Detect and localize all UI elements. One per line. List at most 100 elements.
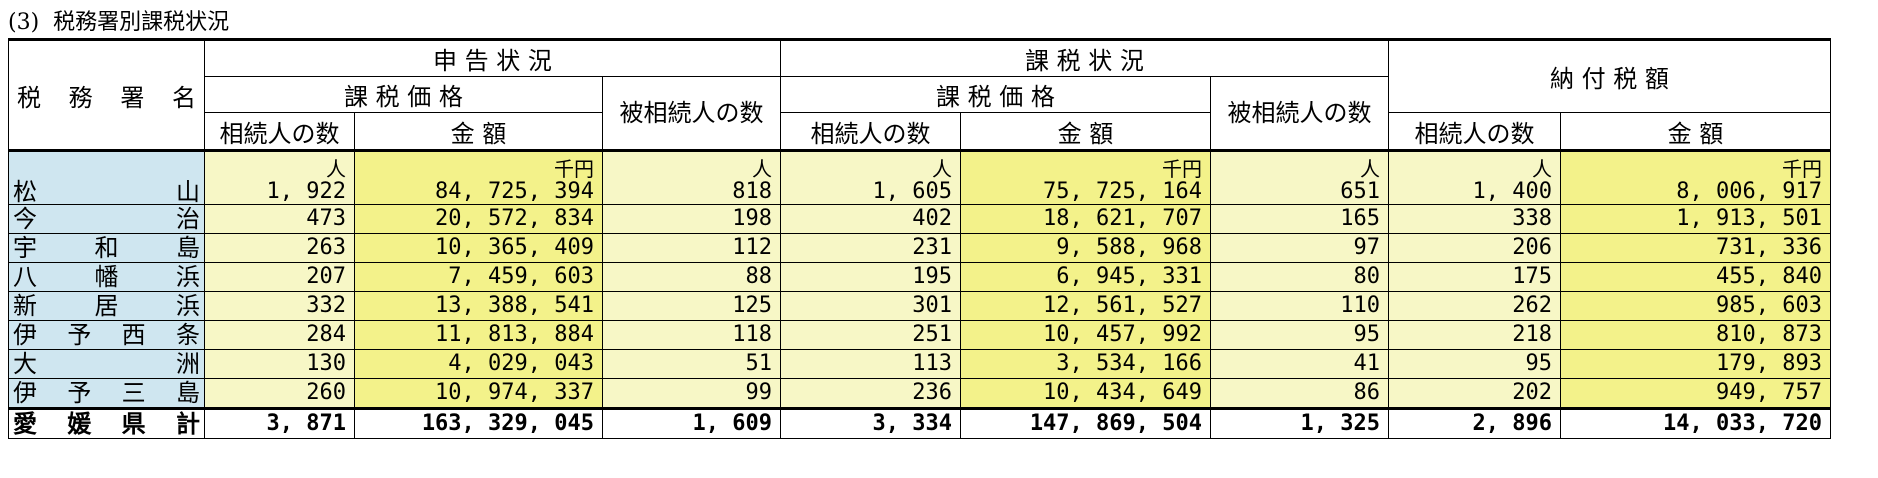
cell: 7, 459, 603 bbox=[354, 262, 603, 292]
office-name: 宇 和 島 bbox=[8, 233, 205, 263]
office-name: 大 洲 bbox=[8, 349, 205, 379]
cell: 20, 572, 834 bbox=[354, 204, 603, 234]
cell: 455, 840 bbox=[1560, 262, 1831, 292]
office-name: 伊 予 三 島 bbox=[8, 378, 205, 409]
unit-label: 人 bbox=[932, 157, 952, 181]
cell: 84, 725, 394 bbox=[435, 179, 594, 204]
taxation-decedents-header: 被相続人の数 bbox=[1210, 76, 1389, 151]
cell: 262 bbox=[1388, 291, 1561, 321]
unit-label: 人 bbox=[1360, 157, 1380, 181]
declaration-decedents-header: 被相続人の数 bbox=[602, 76, 781, 151]
taxation-amount-header: 金 額 bbox=[960, 112, 1211, 151]
caption-title: 税務署別課税状況 bbox=[53, 10, 230, 35]
total-label: 愛 媛 県 計 bbox=[8, 407, 205, 439]
declaration-heirs-header: 相続人の数 bbox=[204, 112, 355, 151]
cell: 6, 945, 331 bbox=[960, 262, 1211, 292]
cell: 473 bbox=[204, 204, 355, 234]
tax-status-table: 税 務 署 名 申 告 状 況 課 税 状 況 納 付 税 額 課 税 価 格 … bbox=[8, 38, 1831, 439]
cell: 51 bbox=[602, 349, 781, 379]
cell: 206 bbox=[1388, 233, 1561, 263]
cell: 2, 896 bbox=[1388, 407, 1561, 439]
cell: 731, 336 bbox=[1560, 233, 1831, 263]
cell: 231 bbox=[780, 233, 961, 263]
cell: 18, 621, 707 bbox=[960, 204, 1211, 234]
caption-number: (3) bbox=[8, 10, 40, 35]
cell: 236 bbox=[780, 378, 961, 409]
cell: 10, 457, 992 bbox=[960, 320, 1211, 350]
declaration-group-header: 申 告 状 況 bbox=[204, 38, 781, 77]
cell: 202 bbox=[1388, 378, 1561, 409]
cell: 175 bbox=[1388, 262, 1561, 292]
cell: 195 bbox=[780, 262, 961, 292]
office-name: 八 幡 浜 bbox=[8, 262, 205, 292]
cell: 14, 033, 720 bbox=[1560, 407, 1831, 439]
cell: 1, 922 bbox=[266, 179, 346, 204]
table-row: 八 幡 浜 207 7, 459, 603 88 195 6, 945, 331… bbox=[8, 262, 1831, 292]
cell: 1, 605 bbox=[872, 179, 952, 204]
cell: 251 bbox=[780, 320, 961, 350]
cell: 110 bbox=[1210, 291, 1389, 321]
cell: 4, 029, 043 bbox=[354, 349, 603, 379]
cell: 95 bbox=[1210, 320, 1389, 350]
table-caption: (3) 税務署別課税状況 bbox=[8, 10, 229, 36]
cell: 88 bbox=[602, 262, 781, 292]
cell: 338 bbox=[1388, 204, 1561, 234]
cell: 86 bbox=[1210, 378, 1389, 409]
payment-heirs-header: 相続人の数 bbox=[1388, 112, 1561, 151]
cell: 651 bbox=[1340, 179, 1380, 204]
taxation-group-header: 課 税 状 況 bbox=[780, 38, 1389, 77]
cell: 332 bbox=[204, 291, 355, 321]
cell: 9, 588, 968 bbox=[960, 233, 1211, 263]
cell: 147, 869, 504 bbox=[960, 407, 1211, 439]
unit-label: 千円 bbox=[1162, 157, 1202, 181]
cell: 263 bbox=[204, 233, 355, 263]
cell: 75, 725, 164 bbox=[1043, 179, 1202, 204]
table-row: 大 洲 130 4, 029, 043 51 113 3, 534, 166 4… bbox=[8, 349, 1831, 379]
declaration-taxable-value-header: 課 税 価 格 bbox=[204, 76, 603, 113]
cell: 198 bbox=[602, 204, 781, 234]
cell: 301 bbox=[780, 291, 961, 321]
table-row: 新 居 浜 332 13, 388, 541 125 301 12, 561, … bbox=[8, 291, 1831, 321]
cell: 218 bbox=[1388, 320, 1561, 350]
cell: 8, 006, 917 bbox=[1676, 179, 1822, 204]
taxation-taxable-value-header: 課 税 価 格 bbox=[780, 76, 1211, 113]
cell: 1, 609 bbox=[602, 407, 781, 439]
office-name: 伊 予 西 条 bbox=[8, 320, 205, 350]
table-row: 伊 予 西 条 284 11, 813, 884 118 251 10, 457… bbox=[8, 320, 1831, 350]
cell: 818 bbox=[732, 179, 772, 204]
unit-label: 人 bbox=[752, 157, 772, 181]
cell: 3, 334 bbox=[780, 407, 961, 439]
table-row: 宇 和 島 263 10, 365, 409 112 231 9, 588, 9… bbox=[8, 233, 1831, 263]
cell: 11, 813, 884 bbox=[354, 320, 603, 350]
cell: 118 bbox=[602, 320, 781, 350]
cell: 284 bbox=[204, 320, 355, 350]
taxation-heirs-header: 相続人の数 bbox=[780, 112, 961, 151]
cell: 163, 329, 045 bbox=[354, 407, 603, 439]
office-name: 新 居 浜 bbox=[8, 291, 205, 321]
cell: 12, 561, 527 bbox=[960, 291, 1211, 321]
cell: 99 bbox=[602, 378, 781, 409]
cell: 10, 365, 409 bbox=[354, 233, 603, 263]
cell: 1, 325 bbox=[1210, 407, 1389, 439]
unit-label: 人 bbox=[1532, 157, 1552, 181]
office-name: 今 治 bbox=[8, 204, 205, 234]
table-row: 松 山 人 1, 922 千円 84, 725, 394 人 818 人 1, 605 … bbox=[8, 149, 1831, 205]
table-row: 今 治 473 20, 572, 834 198 402 18, 621, 70… bbox=[8, 204, 1831, 234]
cell: 95 bbox=[1388, 349, 1561, 379]
unit-label: 千円 bbox=[554, 157, 594, 181]
unit-label: 千円 bbox=[1782, 157, 1822, 181]
cell: 1, 400 bbox=[1472, 179, 1552, 204]
cell: 810, 873 bbox=[1560, 320, 1831, 350]
cell: 260 bbox=[204, 378, 355, 409]
cell: 130 bbox=[204, 349, 355, 379]
cell: 10, 974, 337 bbox=[354, 378, 603, 409]
cell: 207 bbox=[204, 262, 355, 292]
declaration-amount-header: 金 額 bbox=[354, 112, 603, 151]
cell: 112 bbox=[602, 233, 781, 263]
table-row: 伊 予 三 島 260 10, 974, 337 99 236 10, 434,… bbox=[8, 378, 1831, 409]
office-name: 松 山 bbox=[8, 149, 205, 205]
cell: 13, 388, 541 bbox=[354, 291, 603, 321]
cell: 41 bbox=[1210, 349, 1389, 379]
payment-amount-header: 金 額 bbox=[1560, 112, 1831, 151]
cell: 97 bbox=[1210, 233, 1389, 263]
